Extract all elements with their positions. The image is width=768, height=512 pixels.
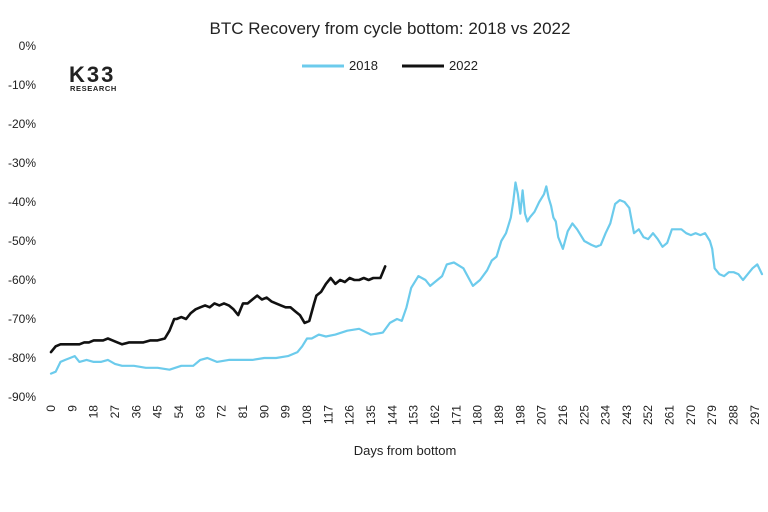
x-tick-label: 243 <box>620 405 634 425</box>
x-tick-label: 99 <box>279 405 293 419</box>
x-tick-label: 9 <box>65 405 79 412</box>
legend-label-2018: 2018 <box>349 58 378 73</box>
series-line-2022 <box>49 265 387 354</box>
x-tick-label: 135 <box>364 405 378 425</box>
x-tick-label: 252 <box>641 405 655 425</box>
x-tick-label: 18 <box>87 405 101 419</box>
x-tick-label: 162 <box>428 405 442 425</box>
x-tick-label: 153 <box>407 405 421 425</box>
brand-logo: K33 RESEARCH <box>69 62 117 93</box>
y-tick-label: -10% <box>8 78 36 92</box>
series-layer <box>49 181 764 375</box>
y-tick-label: -50% <box>8 234 36 248</box>
x-tick-label: 270 <box>684 405 698 425</box>
y-tick-label: -70% <box>8 312 36 326</box>
y-tick-label: -20% <box>8 117 36 131</box>
x-tick-label: 216 <box>556 405 570 425</box>
x-tick-label: 234 <box>599 405 613 425</box>
y-tick-label: -40% <box>8 195 36 209</box>
x-tick-label: 27 <box>108 405 122 419</box>
x-tick-label: 261 <box>663 405 677 425</box>
x-tick-label: 45 <box>151 405 165 419</box>
y-tick-label: 0% <box>19 39 37 53</box>
series-line-2018 <box>49 181 764 375</box>
legend-label-2022: 2022 <box>449 58 478 73</box>
x-tick-label: 72 <box>215 405 229 419</box>
x-tick-label: 108 <box>300 405 314 425</box>
y-tick-label: -90% <box>8 390 36 404</box>
x-tick-label: 63 <box>193 405 207 419</box>
x-tick-label: 198 <box>513 405 527 425</box>
y-tick-label: -30% <box>8 156 36 170</box>
logo-k33: K33 <box>69 62 115 87</box>
x-tick-label: 180 <box>471 405 485 425</box>
x-axis-label: Days from bottom <box>354 443 457 458</box>
y-axis-ticks: 0% -10% -20% -30% -40% -50% -60% -70% -80% -90% <box>8 39 36 404</box>
y-tick-label: -80% <box>8 351 36 365</box>
x-axis-ticks: 0 9 18 27 36 45 54 63 72 81 90 99 108 117 126 135 144 153… <box>44 405 762 425</box>
chart-title: BTC Recovery from cycle bottom: 2018 vs … <box>210 19 571 38</box>
x-tick-label: 297 <box>748 405 762 425</box>
x-tick-label: 279 <box>705 405 719 425</box>
x-tick-label: 171 <box>449 405 463 425</box>
x-tick-label: 117 <box>321 405 335 424</box>
x-tick-label: 36 <box>129 405 143 419</box>
legend: 2018 2022 <box>302 58 478 73</box>
x-tick-label: 126 <box>343 405 357 425</box>
x-tick-label: 207 <box>535 405 549 425</box>
x-tick-label: 189 <box>492 405 506 425</box>
x-tick-label: 90 <box>257 405 271 419</box>
x-tick-label: 81 <box>236 405 250 419</box>
x-tick-label: 0 <box>44 405 58 412</box>
x-tick-label: 225 <box>577 405 591 425</box>
y-tick-label: -60% <box>8 273 36 287</box>
x-tick-label: 144 <box>385 405 399 425</box>
logo-research: RESEARCH <box>70 84 117 93</box>
x-tick-label: 54 <box>172 405 186 419</box>
x-tick-label: 288 <box>727 405 741 425</box>
